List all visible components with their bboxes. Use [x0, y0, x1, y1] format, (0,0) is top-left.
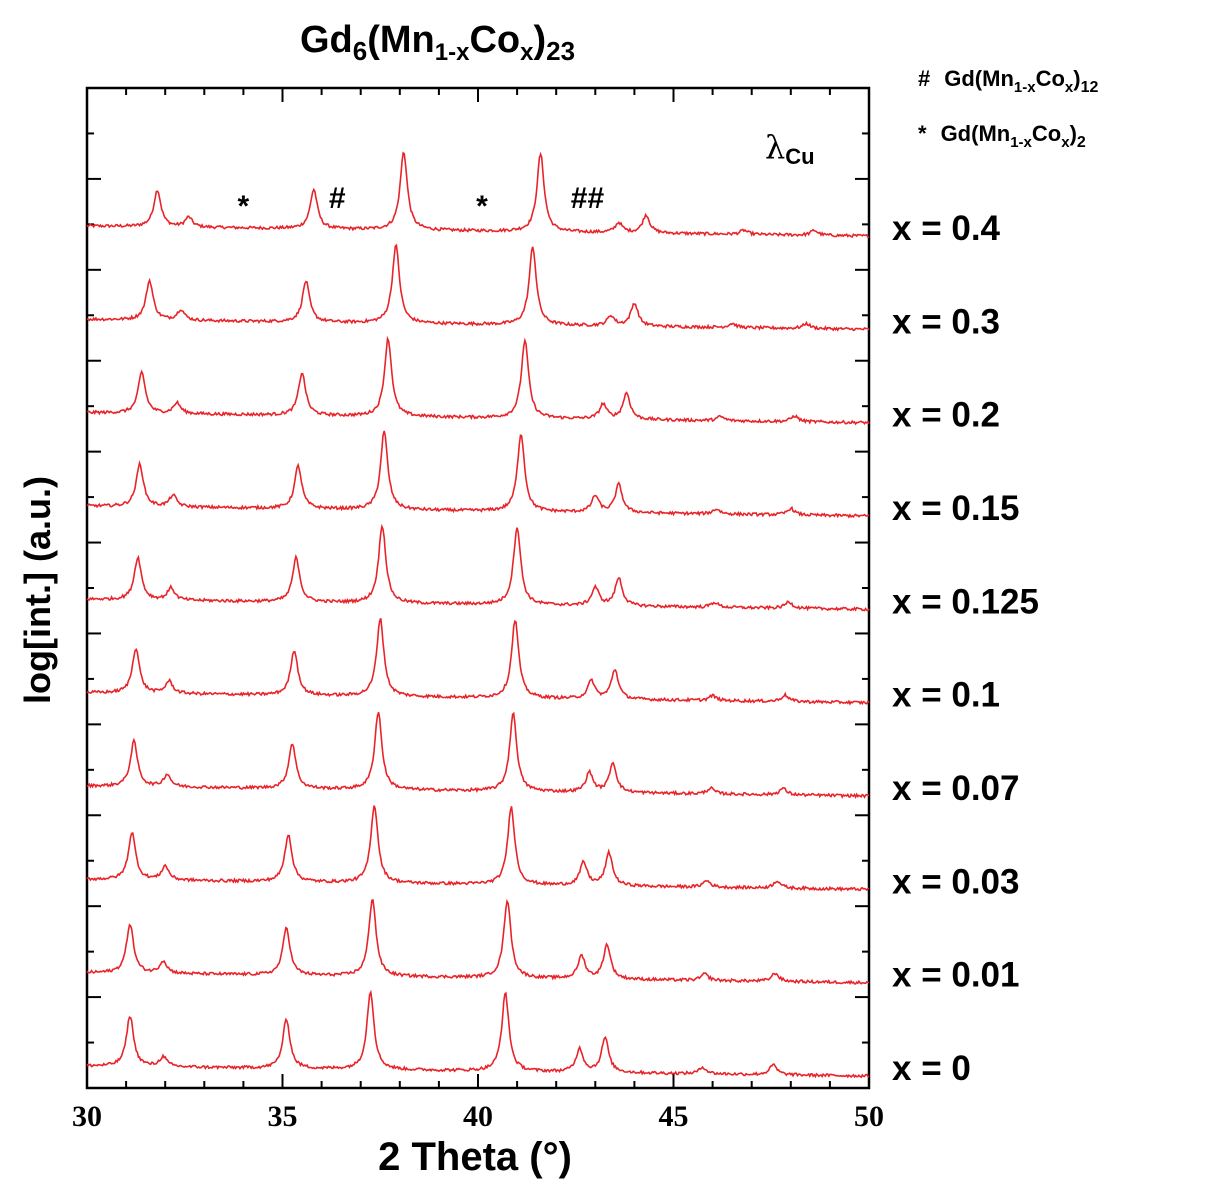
xrd-pattern-line: [86, 989, 870, 1079]
legend-entry-hash: # Gd(Mn1-xCox)12: [918, 66, 1098, 96]
phase-markers: * # * ##: [238, 182, 605, 223]
series-label: x = 0.07: [892, 769, 1019, 808]
x-tick-labels: 30 35 40 45 50: [72, 1100, 884, 1133]
series-label: x = 0.125: [892, 582, 1039, 621]
xrd-pattern-line: [86, 711, 870, 800]
x-tick-label: 40: [463, 1100, 493, 1133]
xrd-pattern-line: [86, 898, 870, 985]
axis-ticks: [86, 88, 870, 1088]
series-label: x = 0.15: [892, 489, 1019, 528]
series-group: [86, 151, 870, 1079]
plot-frame: [85, 86, 871, 1090]
xrd-pattern-line: [86, 523, 870, 612]
x-tick-label: 30: [72, 1100, 102, 1133]
series-label: x = 0.2: [892, 396, 1000, 435]
series-label: x = 0.03: [892, 862, 1019, 901]
x-tick-label: 50: [854, 1100, 884, 1133]
series-label: x = 0.01: [892, 956, 1019, 995]
series-label: x = 0: [892, 1049, 971, 1088]
legend-entry-star: * Gd(Mn1-xCox)2: [918, 121, 1086, 151]
phase-marker: ##: [571, 182, 605, 215]
phase-marker: *: [238, 190, 250, 223]
phase-marker: *: [476, 190, 488, 223]
x-tick-label: 45: [659, 1100, 689, 1133]
xrd-pattern-line: [86, 243, 870, 332]
phase-marker: #: [329, 182, 346, 215]
xrd-pattern-line: [86, 151, 870, 239]
xrd-pattern-line: [86, 430, 870, 519]
xrd-pattern-line: [86, 617, 870, 706]
series-label: x = 0.1: [892, 676, 1000, 715]
y-axis-label: log[int.] (a.u.): [17, 476, 58, 704]
x-tick-label: 35: [268, 1100, 298, 1133]
series-labels: x = 0.4 x = 0.3 x = 0.2 x = 0.15 x = 0.125 x …: [892, 209, 1039, 1088]
wavelength-label: λCu: [765, 128, 815, 169]
legend: # Gd(Mn1-xCox)12 * Gd(Mn1-xCox)2: [918, 66, 1098, 151]
xrd-pattern-line: [86, 335, 870, 426]
series-label: x = 0.4: [892, 209, 1001, 248]
x-axis-label: 2 Theta (°): [378, 1135, 572, 1179]
series-label: x = 0.3: [892, 302, 1000, 341]
xrd-pattern-line: [86, 805, 869, 893]
chart-title: Gd6(Mn1-xCox)23: [300, 19, 575, 66]
